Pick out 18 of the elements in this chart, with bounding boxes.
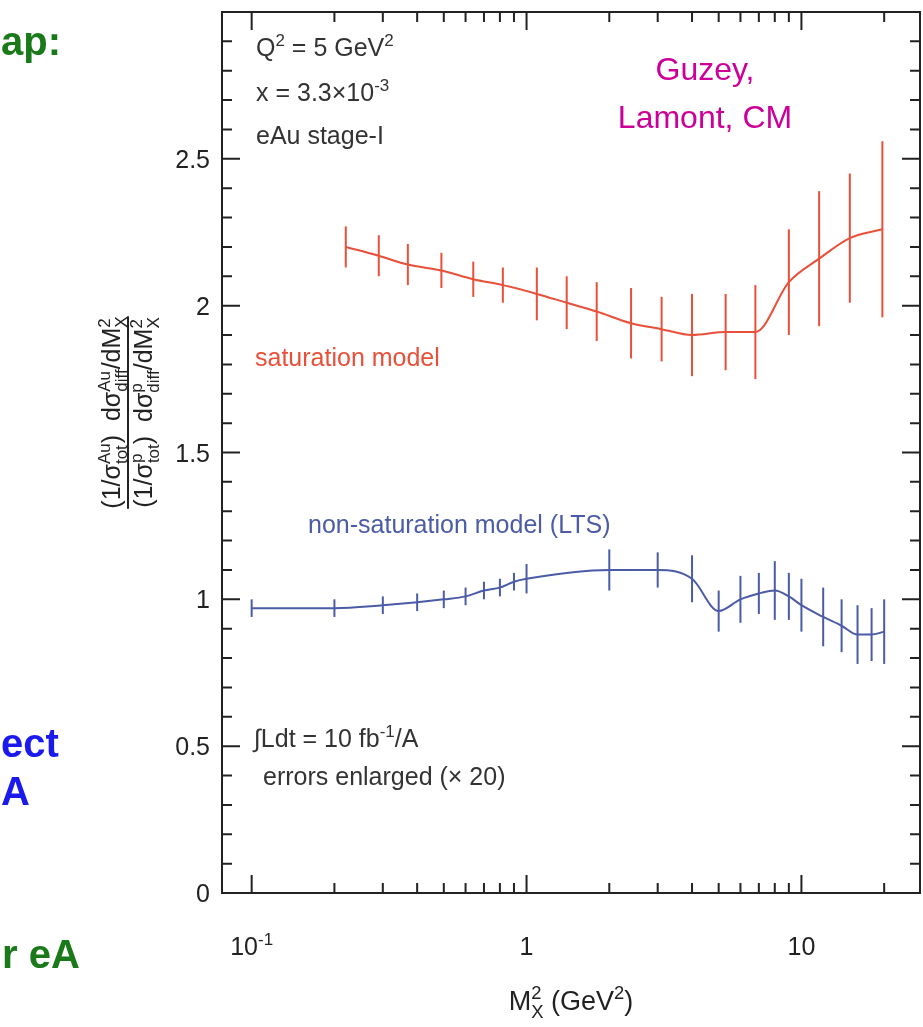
annotation: Guzey, Lamont, CM [617,51,793,135]
y-tick-label: 2.5 [175,144,211,173]
y-tick-label: 0.5 [175,732,211,761]
series-label: non-saturation model (LTS) [308,510,611,538]
x-tick-label: 10 [787,932,816,960]
annotation: eAu stage-I [256,121,384,149]
text: A [1,769,30,813]
text: (1/σtotAu) dσdiffAu/dMX2 (1/σtotp) dσdiffp/dMX2 [94,316,163,509]
text: r eA [2,932,80,976]
text: saturation model [255,343,440,371]
text: ap: [1,19,61,63]
x-tick-label: 1 [519,932,534,960]
annotation: errors enlarged (× 20) [263,762,506,790]
y-tick-label: 1 [196,585,210,614]
y-tick-label: 1.5 [175,438,211,467]
y-tick-label: 0 [196,879,210,907]
y-tick-label: 2 [196,291,210,320]
text: ect [1,721,59,765]
